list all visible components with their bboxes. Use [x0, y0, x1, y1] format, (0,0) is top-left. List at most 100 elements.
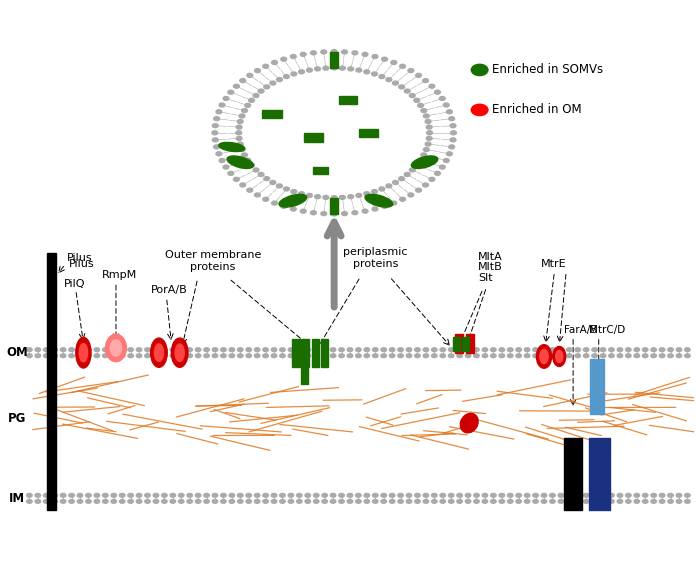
Ellipse shape: [301, 52, 306, 56]
Ellipse shape: [362, 209, 368, 213]
Ellipse shape: [449, 117, 454, 121]
Ellipse shape: [583, 494, 589, 497]
Ellipse shape: [120, 348, 125, 351]
Ellipse shape: [499, 494, 505, 497]
Ellipse shape: [365, 195, 393, 207]
Ellipse shape: [540, 350, 548, 363]
Ellipse shape: [223, 96, 229, 100]
Ellipse shape: [271, 494, 277, 497]
Ellipse shape: [212, 131, 218, 135]
Ellipse shape: [575, 494, 580, 497]
Ellipse shape: [247, 73, 253, 77]
Ellipse shape: [120, 354, 125, 358]
Ellipse shape: [448, 494, 454, 497]
Ellipse shape: [212, 348, 218, 351]
Ellipse shape: [507, 494, 513, 497]
Text: Enriched in SOMVs: Enriched in SOMVs: [492, 64, 603, 76]
Ellipse shape: [77, 499, 83, 503]
Ellipse shape: [466, 354, 470, 358]
Ellipse shape: [331, 494, 336, 497]
Ellipse shape: [617, 494, 623, 497]
Ellipse shape: [482, 494, 488, 497]
Ellipse shape: [219, 103, 225, 107]
Ellipse shape: [258, 89, 264, 93]
Ellipse shape: [187, 494, 192, 497]
Ellipse shape: [26, 354, 32, 358]
Ellipse shape: [447, 110, 452, 114]
Ellipse shape: [253, 168, 259, 172]
Ellipse shape: [391, 60, 397, 64]
Ellipse shape: [372, 348, 378, 351]
Ellipse shape: [439, 165, 445, 169]
Ellipse shape: [414, 163, 420, 167]
Ellipse shape: [466, 499, 470, 503]
Ellipse shape: [237, 354, 243, 358]
Ellipse shape: [155, 344, 164, 362]
Ellipse shape: [61, 348, 66, 351]
Ellipse shape: [111, 354, 116, 358]
Ellipse shape: [52, 499, 58, 503]
Ellipse shape: [422, 183, 429, 187]
Ellipse shape: [364, 70, 370, 74]
Ellipse shape: [187, 499, 192, 503]
Ellipse shape: [626, 494, 631, 497]
Ellipse shape: [35, 494, 40, 497]
Ellipse shape: [685, 494, 690, 497]
Ellipse shape: [339, 499, 345, 503]
Ellipse shape: [425, 142, 431, 146]
Ellipse shape: [541, 494, 547, 497]
Ellipse shape: [347, 354, 353, 358]
Ellipse shape: [372, 207, 378, 211]
Ellipse shape: [237, 494, 243, 497]
Text: OM: OM: [6, 346, 28, 359]
Ellipse shape: [216, 152, 222, 156]
Ellipse shape: [406, 494, 412, 497]
Ellipse shape: [212, 138, 218, 142]
Ellipse shape: [322, 499, 327, 503]
Ellipse shape: [379, 187, 385, 191]
Ellipse shape: [288, 348, 294, 351]
Ellipse shape: [221, 494, 226, 497]
Ellipse shape: [364, 499, 370, 503]
Ellipse shape: [356, 348, 361, 351]
Ellipse shape: [229, 499, 235, 503]
Ellipse shape: [77, 494, 83, 497]
Ellipse shape: [443, 158, 449, 162]
Ellipse shape: [600, 494, 606, 497]
Ellipse shape: [398, 494, 404, 497]
Ellipse shape: [161, 499, 167, 503]
Ellipse shape: [43, 354, 49, 358]
Ellipse shape: [246, 354, 251, 358]
Ellipse shape: [331, 212, 337, 216]
Bar: [303, 133, 323, 142]
Ellipse shape: [372, 189, 377, 193]
Ellipse shape: [507, 348, 513, 351]
Ellipse shape: [111, 348, 116, 351]
Ellipse shape: [291, 72, 296, 76]
Bar: [301, 339, 309, 367]
Ellipse shape: [264, 85, 269, 89]
Ellipse shape: [280, 354, 285, 358]
Ellipse shape: [204, 499, 209, 503]
Ellipse shape: [583, 348, 589, 351]
Text: RmpM: RmpM: [102, 270, 137, 281]
Text: PG: PG: [8, 412, 26, 425]
Ellipse shape: [567, 494, 572, 497]
Ellipse shape: [279, 195, 307, 207]
Ellipse shape: [305, 494, 310, 497]
Ellipse shape: [651, 499, 656, 503]
Bar: [301, 366, 308, 384]
Ellipse shape: [340, 66, 345, 70]
Ellipse shape: [245, 158, 251, 162]
Ellipse shape: [352, 51, 358, 55]
Ellipse shape: [474, 354, 480, 358]
Ellipse shape: [389, 348, 395, 351]
Ellipse shape: [634, 499, 640, 503]
Ellipse shape: [79, 343, 88, 362]
Ellipse shape: [651, 494, 656, 497]
Ellipse shape: [592, 348, 597, 351]
Ellipse shape: [331, 354, 336, 358]
Ellipse shape: [532, 494, 538, 497]
Ellipse shape: [339, 348, 345, 351]
Ellipse shape: [323, 66, 329, 70]
